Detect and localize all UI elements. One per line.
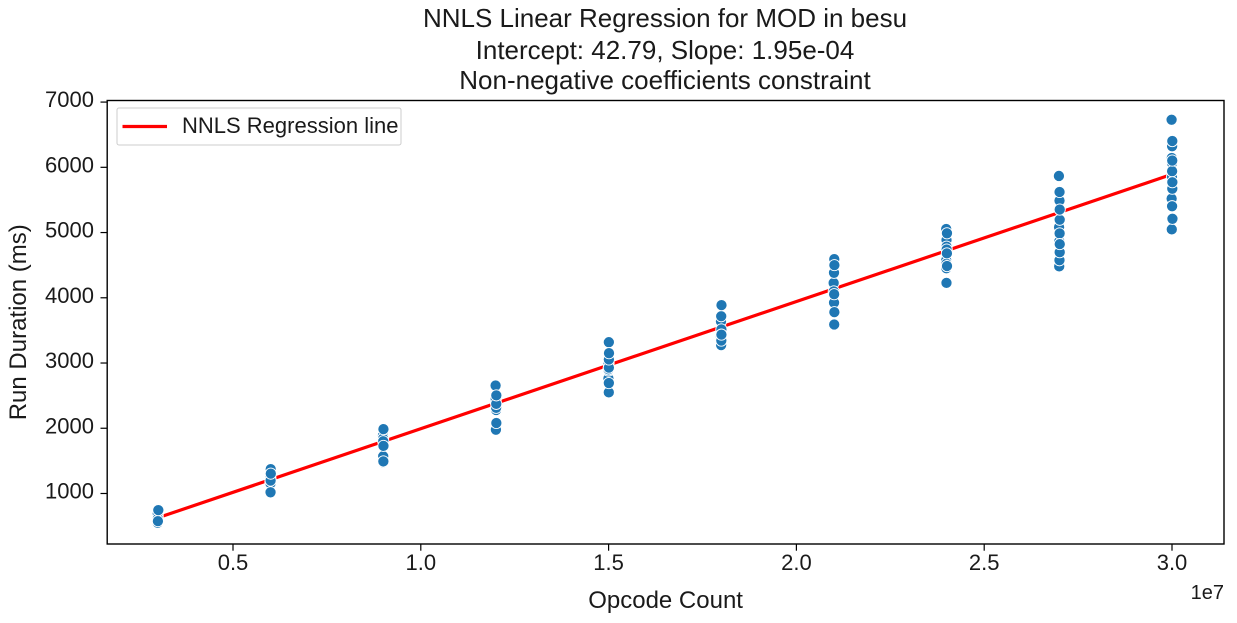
svg-text:5000: 5000 — [45, 218, 94, 243]
svg-text:6000: 6000 — [45, 152, 94, 177]
svg-text:1000: 1000 — [45, 479, 94, 504]
svg-text:NNLS Regression line: NNLS Regression line — [182, 113, 398, 138]
svg-text:Non-negative coefficients cons: Non-negative coefficients constraint — [459, 65, 871, 95]
svg-text:Intercept: 42.79, Slope: 1.95e: Intercept: 42.79, Slope: 1.95e-04 — [476, 35, 855, 65]
svg-text:0.5: 0.5 — [218, 550, 249, 575]
svg-text:7000: 7000 — [45, 87, 94, 112]
svg-text:Opcode Count: Opcode Count — [588, 587, 743, 614]
svg-text:2.0: 2.0 — [781, 550, 812, 575]
svg-text:2.5: 2.5 — [969, 550, 1000, 575]
svg-text:2000: 2000 — [45, 413, 94, 438]
svg-text:Run Duration (ms): Run Duration (ms) — [5, 224, 32, 420]
svg-text:4000: 4000 — [45, 283, 94, 308]
svg-text:NNLS Linear Regression for MOD: NNLS Linear Regression for MOD in besu — [423, 3, 907, 33]
svg-text:3000: 3000 — [45, 348, 94, 373]
svg-text:1.0: 1.0 — [406, 550, 437, 575]
svg-text:3.0: 3.0 — [1157, 550, 1188, 575]
svg-text:1.5: 1.5 — [593, 550, 624, 575]
svg-text:1e7: 1e7 — [1191, 582, 1224, 604]
